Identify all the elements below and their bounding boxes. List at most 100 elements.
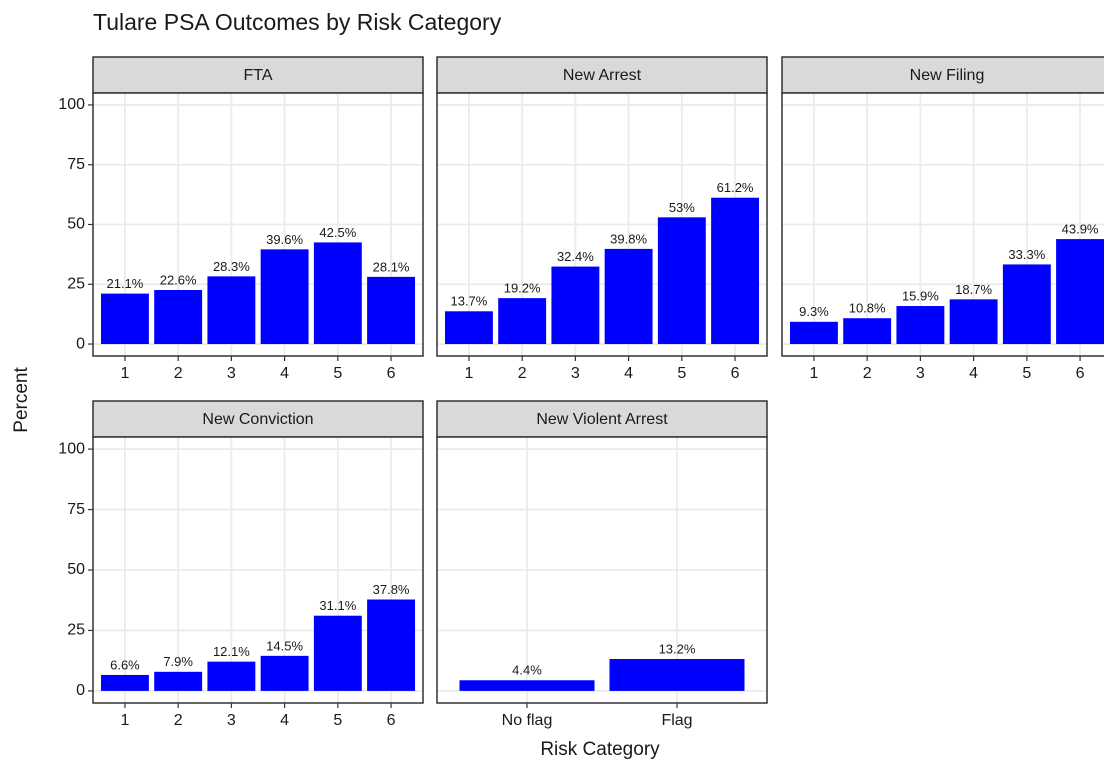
panel-border	[436, 436, 768, 704]
y-tick-label: 75	[67, 156, 85, 173]
strip	[436, 400, 768, 438]
value-label: 22.6%	[160, 272, 197, 287]
chart-title: Tulare PSA Outcomes by Risk Category	[93, 9, 502, 35]
facet: New Filing 9.3% 1 10.8% 2 15.9% 3 18.7% 4 33.3% 5 4…	[781, 56, 1104, 382]
value-label: 4.4%	[512, 663, 542, 678]
y-tick-label: 25	[67, 622, 85, 639]
panel-border	[92, 436, 424, 704]
facet-title: New Arrest	[563, 67, 642, 84]
bar	[609, 658, 745, 691]
y-axis-label: Percent	[11, 367, 32, 433]
bar	[551, 266, 600, 345]
x-tick-label: 2	[518, 365, 527, 382]
x-tick-label: 3	[227, 365, 236, 382]
bar	[154, 290, 203, 345]
x-tick-label: 4	[624, 365, 633, 382]
value-label: 39.8%	[610, 231, 647, 246]
x-tick-label: 3	[571, 365, 580, 382]
facet-title: New Violent Arrest	[536, 411, 668, 428]
value-label: 14.5%	[266, 638, 303, 653]
y-tick-label: 75	[67, 501, 85, 518]
strip	[436, 56, 768, 94]
x-tick-label: No flag	[502, 712, 553, 729]
x-tick-label: 2	[174, 365, 183, 382]
bar	[260, 655, 309, 691]
value-label: 21.1%	[106, 276, 143, 291]
value-label: 28.1%	[373, 259, 410, 274]
bar	[604, 248, 653, 345]
bar	[313, 615, 362, 691]
value-label: 12.1%	[213, 644, 250, 659]
x-tick-label: 3	[916, 365, 925, 382]
value-label: 43.9%	[1062, 222, 1099, 237]
bar	[207, 661, 256, 691]
value-label: 19.2%	[504, 281, 541, 296]
x-tick-label: 4	[280, 365, 289, 382]
value-label: 61.2%	[717, 180, 754, 195]
value-label: 53%	[669, 200, 695, 215]
facet: New Conviction 0 25 50 75 100 6.6% 1 7.9% 2 12.1% 3…	[58, 400, 424, 729]
facet: FTA 0 25 50 75 100 21.1% 1 22.6% 2 28.3% 3 39.6% 4 42.…	[58, 56, 424, 382]
value-label: 33.3%	[1008, 247, 1045, 262]
x-tick-label: 1	[464, 365, 473, 382]
value-label: 6.6%	[110, 657, 140, 672]
value-label: 18.7%	[955, 282, 992, 297]
x-tick-label: 1	[809, 365, 818, 382]
strip	[92, 56, 424, 94]
panel-border	[436, 92, 768, 357]
value-label: 7.9%	[163, 654, 193, 669]
x-tick-label: 5	[677, 365, 686, 382]
x-tick-label: 6	[731, 365, 740, 382]
facet-title: New Filing	[910, 67, 985, 84]
value-label: 28.3%	[213, 259, 250, 274]
value-label: 32.4%	[557, 249, 594, 264]
x-tick-label: 3	[227, 712, 236, 729]
x-tick-label: 1	[120, 712, 129, 729]
panel-border	[92, 92, 424, 357]
x-tick-label: 2	[174, 712, 183, 729]
value-label: 42.5%	[319, 225, 356, 240]
y-tick-label: 100	[58, 96, 85, 113]
facet: New Arrest 13.7% 1 19.2% 2 32.4% 3 39.8% 4 53% 5 61…	[436, 56, 768, 382]
bar	[367, 599, 416, 691]
x-tick-label: 5	[333, 712, 342, 729]
panel-border	[781, 92, 1104, 357]
y-tick-label: 0	[76, 335, 85, 352]
value-label: 10.8%	[849, 301, 886, 316]
bar	[367, 276, 416, 345]
bar	[313, 242, 362, 345]
y-tick-label: 50	[67, 561, 85, 578]
y-tick-label: 25	[67, 275, 85, 292]
bar	[207, 276, 256, 345]
x-tick-label: 4	[280, 712, 289, 729]
bar	[896, 306, 945, 345]
facet-title: FTA	[243, 67, 272, 84]
y-tick-label: 50	[67, 216, 85, 233]
bar	[1002, 264, 1051, 345]
value-label: 37.8%	[373, 582, 410, 597]
x-tick-label: 4	[969, 365, 978, 382]
bar	[100, 293, 149, 345]
x-tick-label: Flag	[661, 712, 692, 729]
y-tick-label: 0	[76, 682, 85, 699]
x-tick-label: 6	[1076, 365, 1085, 382]
bar	[1056, 239, 1104, 345]
value-label: 9.3%	[799, 304, 829, 319]
facet-title: New Conviction	[202, 411, 313, 428]
x-axis-label: Risk Category	[540, 739, 660, 760]
value-label: 39.6%	[266, 232, 303, 247]
facet: New Violent Arrest 4.4% No flag 13.2% Flag	[436, 400, 768, 729]
x-tick-label: 5	[333, 365, 342, 382]
bar	[657, 217, 706, 345]
bar	[444, 311, 493, 345]
value-label: 13.7%	[450, 294, 487, 309]
bar	[843, 318, 892, 345]
bar	[260, 249, 309, 345]
bar	[789, 321, 838, 345]
bar	[459, 680, 595, 691]
value-label: 31.1%	[319, 598, 356, 613]
x-tick-label: 6	[387, 365, 396, 382]
bar	[100, 674, 149, 691]
strip	[92, 400, 424, 438]
